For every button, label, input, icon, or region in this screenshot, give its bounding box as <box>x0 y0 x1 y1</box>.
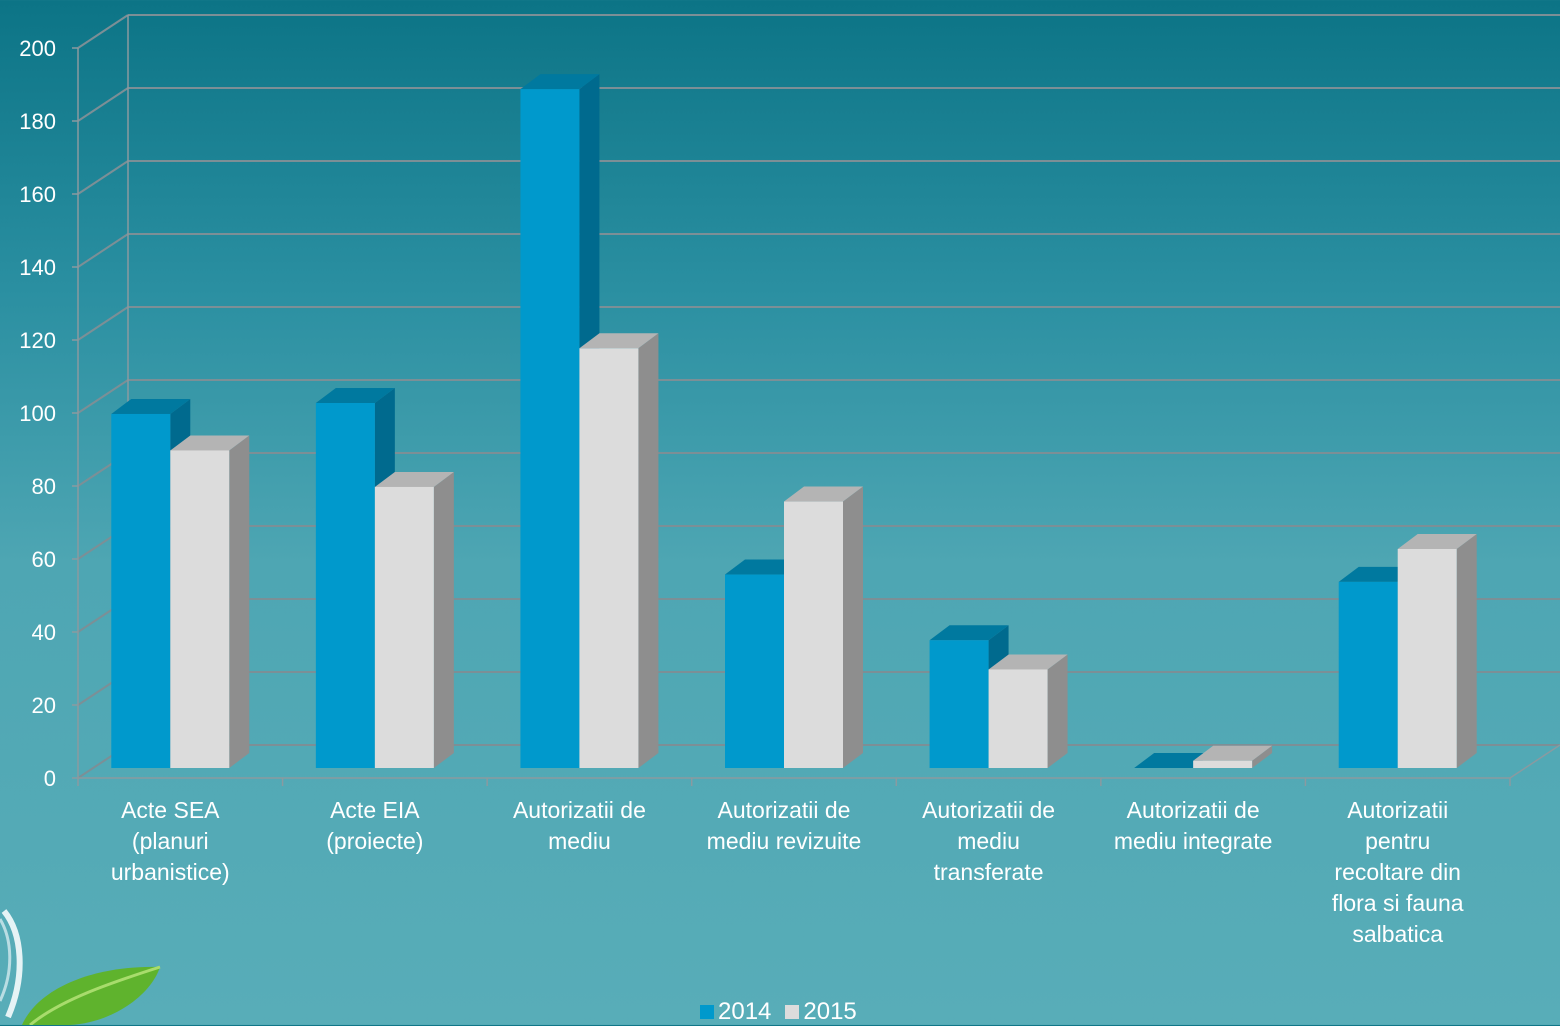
bar-side <box>1252 745 1273 768</box>
legend-item-2015: 2015 <box>785 998 857 1026</box>
bar-top <box>315 388 395 403</box>
bar-top <box>1193 745 1273 761</box>
y-tick-label: 200 <box>19 36 56 61</box>
x-tick-label: Autorizatii de mediu integrate <box>1098 795 1288 857</box>
bar-side <box>638 333 659 768</box>
bar-side <box>843 486 863 768</box>
x-tick-label-line: Acte SEA <box>121 797 220 823</box>
gridline-side <box>77 160 129 195</box>
bar-2015-6 <box>1193 745 1273 768</box>
legend-swatch-2015 <box>785 1005 800 1019</box>
bar-top <box>929 625 1009 641</box>
bar-top <box>111 398 191 414</box>
legend-label-2014: 2014 <box>718 998 772 1025</box>
bar-front <box>111 413 171 768</box>
y-axis: 0 20 40 60 80 100 120 140 160 180 200 <box>19 15 129 791</box>
bar-side <box>433 471 454 768</box>
x-tick-label-line: Autorizatii de <box>1126 797 1260 823</box>
bar-front <box>988 669 1048 768</box>
y-tick-label: 140 <box>19 255 56 280</box>
bar-side <box>229 435 250 768</box>
x-tick-label: Autorizatii de mediu revizuite <box>689 795 879 857</box>
y-tick-label: 160 <box>19 182 56 207</box>
bar-front <box>1397 549 1457 768</box>
x-tick-label-line: Autorizatii de <box>922 797 1056 823</box>
y-tick-label: 60 <box>32 547 56 572</box>
x-tick-label-line: pentru <box>1365 828 1431 854</box>
x-tick-label-line: urbanistice) <box>110 859 230 885</box>
x-tick-label-line: Acte EIA <box>330 797 420 823</box>
bar-side <box>1047 654 1068 768</box>
bar-2015-3 <box>579 333 659 768</box>
bar-2015-4 <box>784 486 863 768</box>
x-tick-label-line: (planuri <box>131 828 209 854</box>
bar-2015-7 <box>1397 534 1477 768</box>
x-tick-label-line: Autorizatii de <box>512 797 646 823</box>
bar-front <box>1193 760 1253 768</box>
x-tick-label-line: mediu <box>957 828 1020 854</box>
bar-front <box>170 450 230 768</box>
x-tick-label-line: recoltare din <box>1334 859 1461 885</box>
bar-2015-5 <box>988 654 1068 768</box>
x-tick-label-line: salbatica <box>1352 921 1444 947</box>
x-tick-label-line: Autorizatii de <box>717 797 851 823</box>
y-tick-label: 80 <box>32 474 56 499</box>
y-tick-label: 40 <box>32 620 56 645</box>
y-tick-label: 120 <box>19 328 56 353</box>
y-tick-label: 0 <box>44 766 56 791</box>
x-tick-label: Autorizatii de mediu transferate <box>894 795 1084 888</box>
bar-front <box>1338 581 1398 768</box>
bar-front <box>315 403 375 768</box>
x-tick-label-line: mediu revizuite <box>706 828 862 854</box>
bar-front <box>784 501 843 768</box>
bar-side <box>1456 534 1477 768</box>
x-axis <box>77 744 1560 786</box>
y-tick-label: 20 <box>32 693 56 718</box>
bar-front <box>929 640 989 768</box>
bar-2015-2 <box>374 471 454 768</box>
bar-top <box>170 435 250 451</box>
gridline-side <box>77 233 129 268</box>
bar-top <box>988 654 1068 670</box>
bar-top <box>520 74 600 90</box>
x-tick-label-line: (proiecte) <box>326 828 424 854</box>
bar-top <box>1397 534 1477 549</box>
x-tick-label-line: mediu <box>548 828 611 854</box>
x-tick-label-line: flora si fauna <box>1331 890 1464 916</box>
legend-item-2014: 2014 <box>700 998 771 1026</box>
x-tick-label-line: transferate <box>933 859 1044 885</box>
legend-label-2015: 2015 <box>803 998 857 1025</box>
legend-swatch-2014 <box>700 1005 714 1019</box>
bar-top <box>784 486 863 502</box>
bar-2015-1 <box>170 435 250 768</box>
y-tick-label: 180 <box>19 109 56 134</box>
chart-bars <box>111 74 1477 769</box>
gridline-side <box>77 14 129 49</box>
x-tick-label-line: mediu integrate <box>1113 828 1273 854</box>
gridline-side <box>77 379 129 414</box>
gridline-side <box>77 306 129 341</box>
chart-legend: 2014 2015 <box>700 998 871 1026</box>
y-tick-label: 100 <box>19 401 56 426</box>
leaf-logo-icon <box>0 909 161 1025</box>
bar-front <box>520 89 580 769</box>
x-tick-label: Acte SEA (planuri urbanistice) <box>75 795 265 888</box>
bar-top <box>374 471 454 487</box>
bar-front <box>725 574 784 768</box>
x-tick-label: Autorizatii de mediu <box>484 795 674 857</box>
x-tick-label-line: Autorizatii <box>1347 797 1449 823</box>
bar-front <box>579 348 639 768</box>
x-tick-label: Acte EIA (proiecte) <box>280 795 470 857</box>
gridline-side <box>77 87 129 122</box>
x-tick-label: Autorizatii pentru recoltare din flora si f… <box>1303 795 1493 950</box>
bar-top <box>579 333 659 349</box>
bar-front <box>374 486 434 768</box>
x-axis-floor-edge <box>1509 744 1560 779</box>
